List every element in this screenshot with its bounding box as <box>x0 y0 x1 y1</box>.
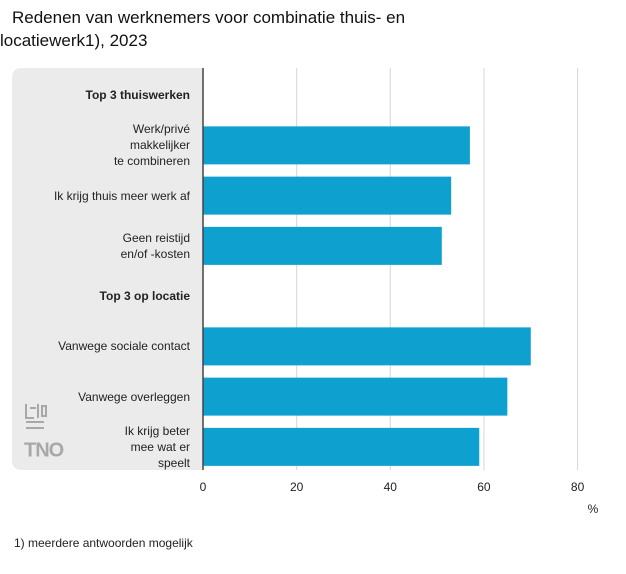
category-label: Ik krijg beter mee wat er speelt <box>124 423 190 470</box>
bar <box>203 126 470 165</box>
footnote: 1) meerdere antwoorden mogelijk <box>14 536 193 550</box>
x-tick-label: 20 <box>290 480 304 494</box>
section-label: Top 3 op locatie <box>99 289 190 304</box>
category-label: Ik krijg thuis meer werk af <box>53 188 190 203</box>
x-tick-label: 40 <box>384 480 398 494</box>
category-label: Vanwege sociale contact <box>58 339 190 354</box>
category-label: Geen reistijd en/of -kosten <box>120 230 190 261</box>
section-label: Top 3 thuiswerken <box>85 88 190 103</box>
x-tick-label: 0 <box>200 480 207 494</box>
chart-title: Redenen van werknemers voor combinatie t… <box>0 8 406 50</box>
category-label: Werk/privé makkelijker te combineren <box>113 122 190 169</box>
bar <box>203 327 531 366</box>
x-tick-label: 80 <box>571 480 585 494</box>
logo-mark <box>25 404 47 429</box>
bar <box>203 176 452 215</box>
x-tick-label: 60 <box>477 480 491 494</box>
label-panel <box>12 68 203 470</box>
bar <box>203 226 442 265</box>
category-label: Vanwege overleggen <box>78 389 190 404</box>
x-axis-unit: % <box>588 502 599 516</box>
logo: TNO <box>24 439 64 461</box>
bar <box>203 427 480 466</box>
bar <box>203 377 508 416</box>
